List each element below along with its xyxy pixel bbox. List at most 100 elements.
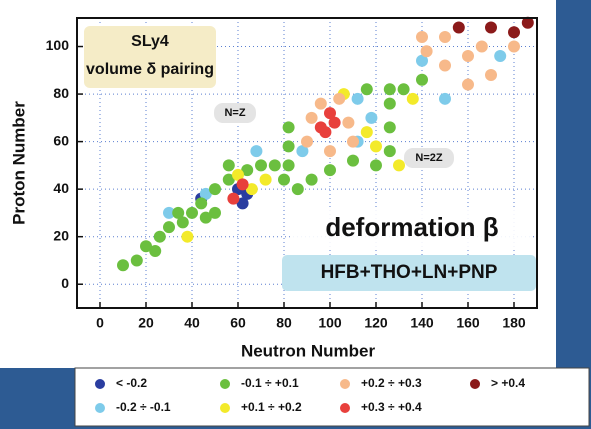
point	[406, 92, 419, 105]
point	[282, 159, 295, 172]
legend-label: +0.3 ÷ +0.4	[361, 400, 422, 414]
point	[383, 97, 396, 110]
legend-label: < -0.2	[116, 376, 147, 390]
legend-marker	[220, 403, 230, 413]
point	[259, 173, 272, 186]
point	[255, 159, 267, 172]
x-tick-label: 80	[276, 315, 292, 331]
y-tick-label: 60	[53, 132, 69, 148]
label-box	[292, 210, 532, 248]
point	[209, 206, 221, 219]
legend-label: +0.1 ÷ +0.2	[241, 400, 302, 414]
point	[268, 159, 281, 172]
point	[181, 230, 194, 243]
label-box	[84, 26, 216, 88]
point	[163, 221, 175, 234]
point	[172, 206, 185, 219]
point	[140, 240, 152, 253]
point	[347, 154, 359, 167]
point	[245, 183, 258, 196]
point	[393, 159, 405, 172]
point	[508, 26, 520, 39]
legend-box	[74, 367, 590, 427]
point	[222, 173, 235, 186]
point	[324, 145, 336, 158]
point	[383, 121, 396, 134]
point	[314, 121, 327, 134]
annotation: HFB+THO+LN+PNP	[321, 262, 498, 283]
point	[365, 111, 378, 124]
point	[222, 159, 235, 172]
legend-label: > +0.4	[491, 376, 525, 390]
y-tick-label: 80	[53, 85, 69, 101]
y-tick-label: 0	[61, 275, 69, 291]
point	[236, 178, 249, 191]
point	[241, 164, 254, 177]
point	[117, 259, 129, 272]
y-axis-label: Proton Number	[9, 101, 28, 225]
legend-label: -0.1 ÷ +0.1	[241, 376, 299, 390]
annotation: SLy4	[131, 33, 169, 50]
point	[163, 206, 175, 219]
x-tick-label: 100	[318, 315, 342, 331]
point	[130, 254, 143, 267]
point	[333, 92, 346, 105]
point	[383, 83, 396, 96]
point	[282, 140, 295, 153]
point	[462, 78, 474, 91]
y-tick-label: 100	[46, 37, 70, 53]
point	[195, 197, 208, 210]
point	[383, 145, 396, 158]
x-tick-label: 20	[138, 315, 154, 331]
x-tick-label: 120	[364, 315, 388, 331]
x-tick-label: 0	[96, 315, 104, 331]
x-tick-label: 40	[184, 315, 200, 331]
legend-label: -0.2 ÷ -0.1	[116, 400, 171, 414]
point	[360, 126, 373, 139]
point	[439, 31, 451, 44]
point	[351, 92, 364, 105]
legend-marker	[95, 403, 105, 413]
x-tick-label: 160	[456, 315, 480, 331]
point	[370, 140, 382, 153]
x-tick-label: 180	[502, 315, 526, 331]
legend-marker	[340, 379, 350, 389]
plot-frame	[76, 17, 538, 309]
point	[324, 164, 336, 177]
point	[209, 183, 221, 196]
point	[370, 159, 382, 172]
point	[199, 211, 212, 224]
point	[153, 230, 166, 243]
x-axis-label: Neutron Number	[241, 341, 376, 360]
point	[250, 145, 263, 158]
legend-marker	[95, 379, 105, 389]
point	[494, 50, 507, 63]
x-tick-label: 140	[410, 315, 434, 331]
label-box	[214, 103, 256, 123]
point	[199, 187, 212, 200]
annotation: volume δ pairing	[86, 61, 214, 78]
point	[305, 173, 318, 186]
point	[508, 40, 520, 53]
point	[452, 21, 465, 34]
point	[521, 16, 534, 29]
point	[485, 21, 497, 34]
point	[305, 111, 318, 124]
point	[462, 50, 474, 63]
y-tick-label: 40	[53, 180, 69, 196]
point	[360, 83, 373, 96]
point	[397, 83, 410, 96]
point	[342, 116, 355, 129]
point	[282, 121, 295, 134]
legend-label: +0.2 ÷ +0.3	[361, 376, 422, 390]
annotation: N=2Z	[415, 152, 442, 164]
point	[176, 216, 189, 229]
y-tick-label: 20	[53, 227, 69, 243]
point	[314, 97, 327, 110]
point	[236, 197, 249, 210]
x-tick-label: 60	[230, 315, 246, 331]
label-box	[404, 148, 454, 168]
point	[485, 69, 497, 82]
label-box	[282, 255, 536, 291]
